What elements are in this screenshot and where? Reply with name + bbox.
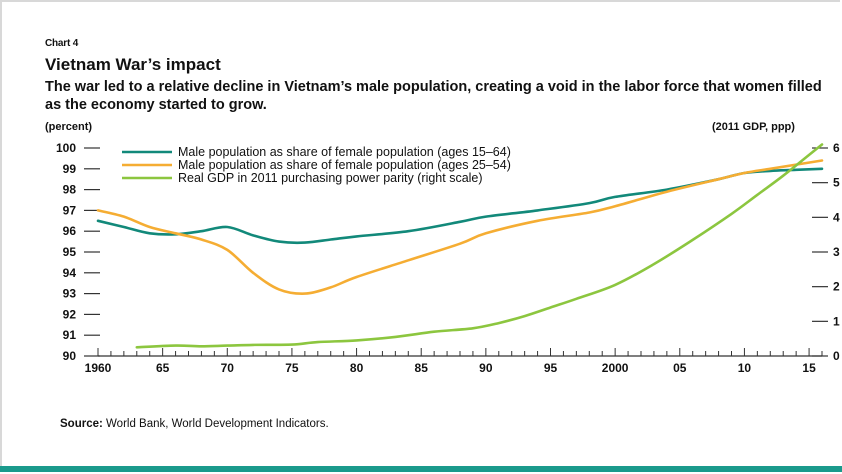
x-tick-label: 85 <box>415 361 429 375</box>
y-left-tick-label: 99 <box>63 162 77 176</box>
x-tick-label: 05 <box>673 361 687 375</box>
y-right-tick-label: 6 <box>833 141 840 155</box>
source-note: Source: World Bank, World Development In… <box>60 418 329 430</box>
y-right-tick-label: 4 <box>833 210 840 224</box>
legend-label-3: Real GDP in 2011 purchasing power parity… <box>178 171 483 185</box>
chart-title: Vietnam War’s impact <box>45 55 221 74</box>
y-left-tick-label: 90 <box>63 349 77 363</box>
left-axis-unit-label: (percent) <box>45 121 93 133</box>
y-left-tick-label: 92 <box>63 307 77 321</box>
source-prefix: Source: <box>60 418 103 430</box>
x-tick-label: 75 <box>285 361 299 375</box>
x-tick-label: 65 <box>156 361 170 375</box>
source-text: World Bank, World Development Indicators… <box>102 418 329 430</box>
chart-legend: Male population as share of female popul… <box>122 145 511 185</box>
x-tick-label: 70 <box>221 361 235 375</box>
series-line-3 <box>135 143 824 349</box>
x-tick-label: 95 <box>544 361 558 375</box>
x-tick-label: 10 <box>738 361 752 375</box>
y-left-tick-label: 98 <box>63 183 77 197</box>
bottom-accent-rule <box>0 466 842 472</box>
y-left-tick-label: 97 <box>63 203 77 217</box>
y-right-tick-label: 2 <box>833 280 840 294</box>
y-right-tick-label: 0 <box>833 349 840 363</box>
y-left-tick-label: 94 <box>63 266 77 280</box>
x-tick-label: 80 <box>350 361 364 375</box>
legend-label-1: Male population as share of female popul… <box>178 145 511 159</box>
x-tick-label: 90 <box>479 361 493 375</box>
y-left-tick-label: 100 <box>56 141 76 155</box>
y-right-tick-label: 1 <box>833 314 840 328</box>
y-left-tick-label: 96 <box>63 224 77 238</box>
y-left-tick-label: 93 <box>63 287 77 301</box>
x-tick-label: 2000 <box>602 361 629 375</box>
x-tick-label: 1960 <box>85 361 112 375</box>
right-axis-unit-label: (2011 GDP, ppp) <box>712 121 795 133</box>
chart-axes: 1960 65 70 75 80 85 90 95 2000 05 10 15909192939495… <box>56 141 840 375</box>
x-tick-label: 15 <box>802 361 816 375</box>
chart-subtitle: The war led to a relative decline in Vie… <box>45 79 822 113</box>
chart-series <box>96 143 824 349</box>
y-left-tick-label: 91 <box>63 328 77 342</box>
chart-number-label: Chart 4 <box>45 38 79 49</box>
y-right-tick-label: 5 <box>833 176 840 190</box>
y-left-tick-label: 95 <box>63 245 77 259</box>
series-line-2 <box>96 159 824 295</box>
legend-label-2: Male population as share of female popul… <box>178 158 511 172</box>
y-right-tick-label: 3 <box>833 245 840 259</box>
